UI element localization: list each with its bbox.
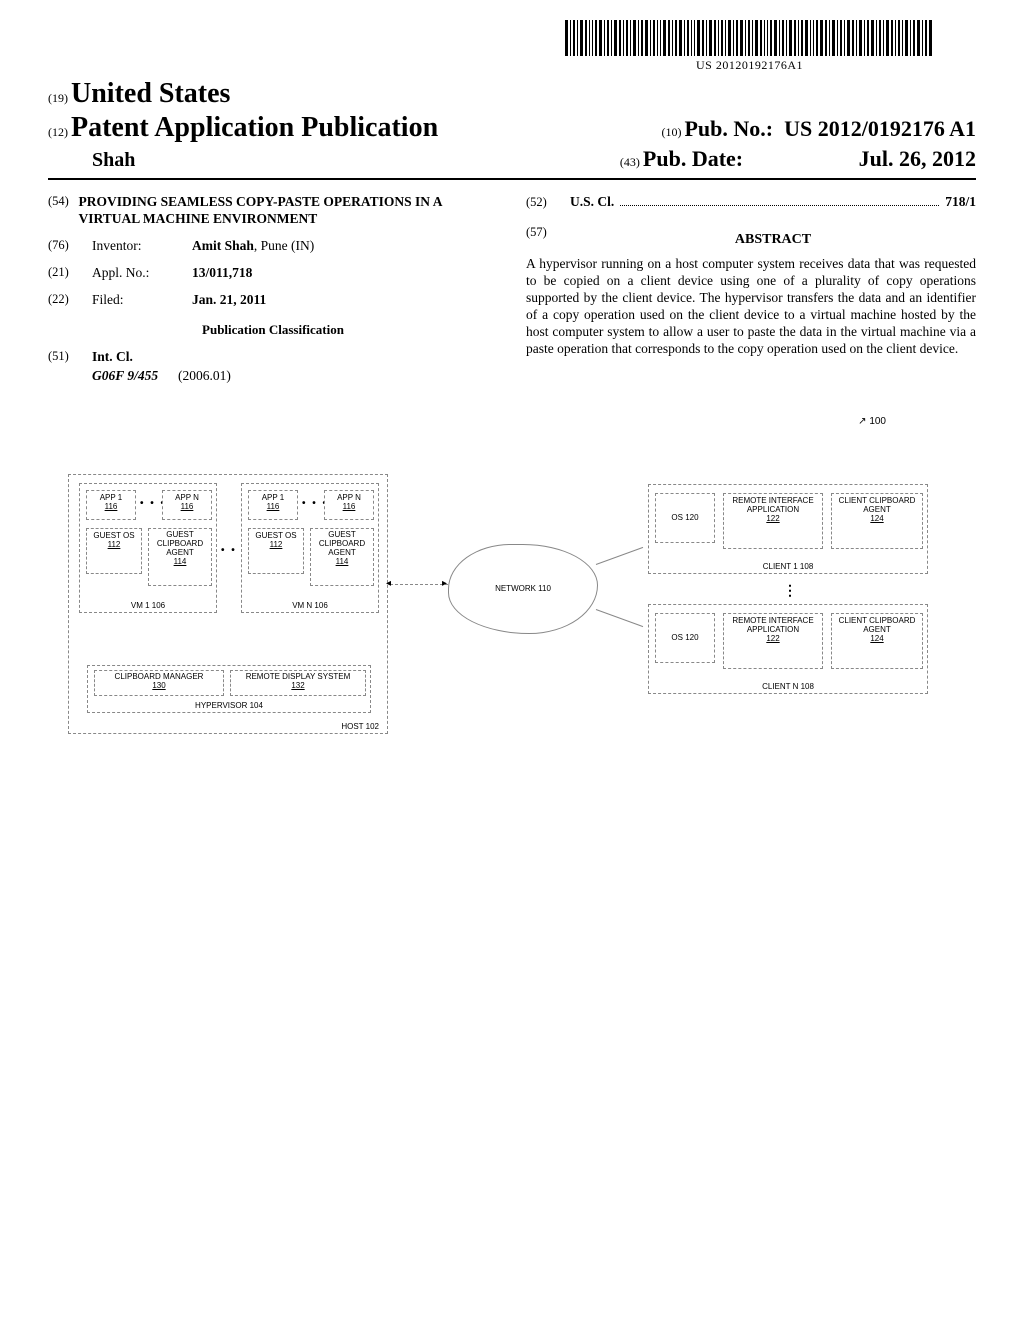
network-cloud: NETWORK 110 bbox=[448, 544, 598, 634]
client1-ria: REMOTE INTERFACE APPLICATION122 bbox=[723, 493, 823, 549]
host-box: HOST 102 CLIPBOARD MANAGER130 REMOTE DIS… bbox=[68, 474, 388, 734]
pubno-label: Pub. No.: bbox=[684, 116, 773, 141]
connector-line bbox=[596, 609, 643, 627]
pubno: US 2012/0192176 A1 bbox=[784, 116, 976, 141]
ref-100: ↗ 100 bbox=[858, 416, 886, 427]
intcl-label: Int. Cl. bbox=[92, 349, 133, 366]
vm1-box: APP 1116 • • • APP N116 GUEST OS112 GUES… bbox=[79, 483, 217, 613]
client1-box: OS 120 REMOTE INTERFACE APPLICATION122 C… bbox=[648, 484, 928, 574]
dotted-leader bbox=[620, 198, 939, 206]
invention-title: PROVIDING SEAMLESS COPY-PASTE OPERATIONS… bbox=[79, 194, 499, 228]
pubdate: Jul. 26, 2012 bbox=[859, 146, 976, 171]
right-column: (52) U.S. Cl. 718/1 (57) ABSTRACT A hype… bbox=[526, 194, 976, 384]
intcl-code: G06F 9/455 bbox=[48, 368, 178, 385]
applno: 13/011,718 bbox=[192, 265, 252, 282]
vmn-guest-clipboard: GUEST CLIPBOARD AGENT114 bbox=[310, 528, 374, 586]
abstract-heading: ABSTRACT bbox=[570, 231, 976, 249]
left-column: (54) PROVIDING SEAMLESS COPY-PASTE OPERA… bbox=[48, 194, 498, 384]
code-12: (12) bbox=[48, 125, 68, 139]
inventor-name: Amit Shah bbox=[192, 238, 254, 253]
code-76: (76) bbox=[48, 238, 92, 255]
country: United States bbox=[71, 78, 230, 109]
code-51: (51) bbox=[48, 349, 92, 366]
uscl-label: U.S. Cl. bbox=[570, 194, 614, 211]
inventor-label: Inventor: bbox=[92, 238, 192, 255]
abstract-text: A hypervisor running on a host computer … bbox=[526, 256, 976, 357]
code-21: (21) bbox=[48, 265, 92, 282]
doc-type: Patent Application Publication bbox=[71, 112, 438, 143]
code-19: (19) bbox=[48, 91, 68, 105]
code-22: (22) bbox=[48, 292, 92, 309]
code-10: (10) bbox=[661, 125, 681, 139]
code-54: (54) bbox=[48, 194, 79, 228]
pub-classification-heading: Publication Classification bbox=[48, 322, 498, 338]
vmn-appn: APP N116 bbox=[324, 490, 374, 520]
clientn-box: OS 120 REMOTE INTERFACE APPLICATION122 C… bbox=[648, 604, 928, 694]
clientn-os: OS 120 bbox=[655, 613, 715, 663]
applno-label: Appl. No.: bbox=[92, 265, 192, 282]
clientn-cca: CLIENT CLIPBOARD AGENT124 bbox=[831, 613, 923, 669]
code-57: (57) bbox=[526, 225, 570, 257]
vm1-appn: APP N116 bbox=[162, 490, 212, 520]
clipboard-manager-box: CLIPBOARD MANAGER130 bbox=[94, 670, 224, 696]
filed-date: Jan. 21, 2011 bbox=[192, 292, 266, 309]
arrow-right-icon: ▸ bbox=[442, 578, 447, 589]
vm1-app1: APP 1116 bbox=[86, 490, 136, 520]
figure-diagram: ↗ 100 HOST 102 CLIPBOARD MANAGER130 REMO… bbox=[48, 434, 976, 794]
barcode-block: US 20120192176A1 bbox=[565, 20, 934, 73]
pubdate-label: Pub. Date: bbox=[643, 146, 743, 171]
code-52: (52) bbox=[526, 195, 570, 211]
clientn-label: CLIENT N 108 bbox=[649, 682, 927, 691]
filed-label: Filed: bbox=[92, 292, 192, 309]
client1-cca: CLIENT CLIPBOARD AGENT124 bbox=[831, 493, 923, 549]
host-label: HOST 102 bbox=[69, 722, 387, 731]
patent-header: (19) United States (12) Patent Applicati… bbox=[48, 78, 976, 180]
biblio-columns: (54) PROVIDING SEAMLESS COPY-PASTE OPERA… bbox=[48, 194, 976, 384]
vm1-label: VM 1 106 bbox=[80, 601, 216, 610]
inventor-loc: , Pune (IN) bbox=[254, 238, 314, 253]
vmn-box: APP 1116 • • • APP N116 GUEST OS112 GUES… bbox=[241, 483, 379, 613]
code-43: (43) bbox=[620, 155, 640, 169]
connector-line bbox=[596, 547, 643, 565]
remote-display-system-box: REMOTE DISPLAY SYSTEM132 bbox=[230, 670, 366, 696]
intcl-version: (2006.01) bbox=[178, 368, 231, 385]
uscl-value: 718/1 bbox=[945, 194, 976, 211]
hypervisor-box: CLIPBOARD MANAGER130 REMOTE DISPLAY SYST… bbox=[87, 665, 371, 713]
vm1-guest-os: GUEST OS112 bbox=[86, 528, 142, 574]
client1-os: OS 120 bbox=[655, 493, 715, 543]
barcode-text: US 20120192176A1 bbox=[565, 58, 934, 73]
vmn-app1: APP 1116 bbox=[248, 490, 298, 520]
vmn-label: VM N 106 bbox=[242, 601, 378, 610]
clientn-ria: REMOTE INTERFACE APPLICATION122 bbox=[723, 613, 823, 669]
author-name: Shah bbox=[48, 149, 135, 172]
vmn-guest-os: GUEST OS112 bbox=[248, 528, 304, 574]
vertical-ellipsis-icon: ⋮ bbox=[783, 582, 797, 599]
barcode-icon bbox=[565, 20, 934, 56]
hypervisor-label: HYPERVISOR 104 bbox=[88, 701, 370, 710]
connector-line bbox=[390, 584, 448, 585]
arrow-left-icon: ◂ bbox=[386, 578, 391, 589]
client1-label: CLIENT 1 108 bbox=[649, 562, 927, 571]
vm1-guest-clipboard: GUEST CLIPBOARD AGENT114 bbox=[148, 528, 212, 586]
